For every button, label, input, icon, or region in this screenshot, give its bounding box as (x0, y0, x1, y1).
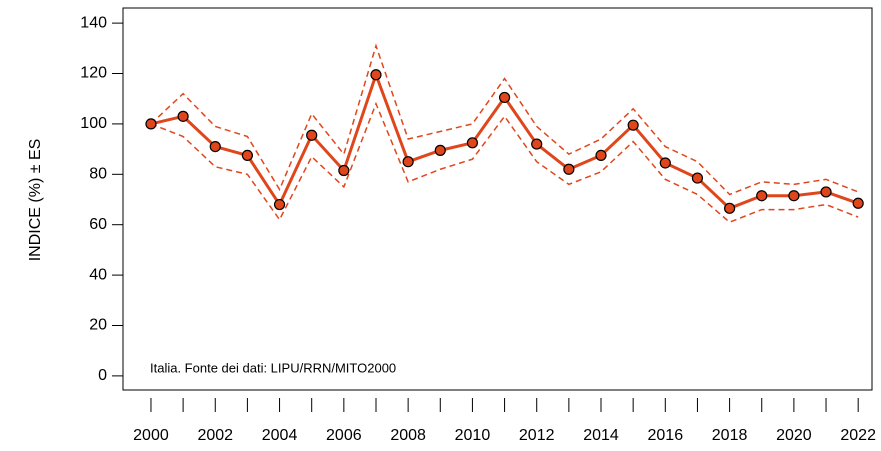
error-band-line (150, 43, 859, 196)
data-point (434, 144, 446, 156)
data-point (177, 110, 189, 122)
y-tick-label: 120 (80, 65, 107, 82)
data-point (852, 197, 864, 209)
y-tick-label: 140 (80, 14, 107, 31)
y-tick-label: 20 (89, 317, 107, 334)
data-point (273, 198, 286, 211)
data-point (209, 140, 221, 153)
x-tick-label: 2006 (326, 427, 362, 444)
data-point (145, 118, 157, 130)
x-tick-label: 2016 (648, 427, 684, 444)
x-tick-label: 2022 (840, 427, 876, 444)
data-point (756, 190, 768, 202)
data-point (531, 138, 543, 150)
x-tick-label: 2018 (712, 427, 748, 444)
x-tick-label: 2012 (519, 427, 555, 444)
y-tick-label: 60 (89, 216, 107, 233)
data-point (659, 157, 671, 169)
data-point (820, 186, 832, 198)
data-point (370, 69, 382, 81)
data-point (627, 119, 639, 131)
y-axis-label: INDICE (%) ± ES (27, 139, 44, 262)
data-point (466, 137, 479, 149)
x-tick-label: 2020 (776, 427, 812, 444)
data-point (595, 149, 607, 162)
data-point (723, 202, 736, 214)
x-tick-label: 2000 (133, 427, 169, 444)
annotation: Italia. Fonte dei dati: LIPU/RRN/MITO200… (150, 360, 396, 375)
y-tick-label: 0 (98, 367, 107, 384)
x-tick-label: 2004 (262, 427, 298, 444)
data-point (691, 172, 704, 184)
data-point (241, 149, 254, 162)
data-point (498, 91, 511, 104)
data-point (788, 190, 800, 202)
error-band-line (150, 101, 859, 224)
y-tick-label: 80 (89, 166, 107, 183)
x-tick-label: 2014 (583, 427, 619, 444)
y-tick-label: 100 (80, 115, 107, 132)
x-tick-label: 2008 (390, 427, 426, 444)
data-point (563, 163, 575, 175)
data-point (306, 129, 318, 141)
x-tick-label: 2002 (197, 427, 233, 444)
y-tick-label: 40 (89, 266, 107, 283)
x-tick-label: 2010 (455, 427, 491, 444)
data-point (338, 164, 350, 177)
data-point (402, 156, 414, 168)
